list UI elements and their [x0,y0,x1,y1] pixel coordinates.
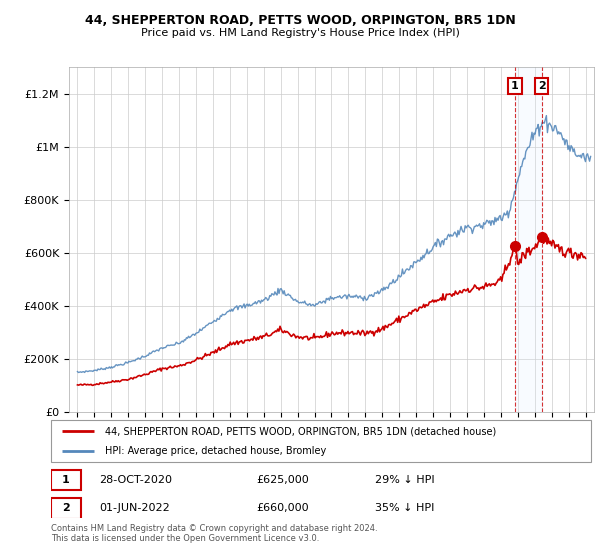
FancyBboxPatch shape [51,470,80,490]
Text: 01-JUN-2022: 01-JUN-2022 [100,503,170,514]
Text: £660,000: £660,000 [256,503,309,514]
Text: 29% ↓ HPI: 29% ↓ HPI [375,475,434,485]
Text: Contains HM Land Registry data © Crown copyright and database right 2024.
This d: Contains HM Land Registry data © Crown c… [51,524,377,543]
Text: 44, SHEPPERTON ROAD, PETTS WOOD, ORPINGTON, BR5 1DN (detached house): 44, SHEPPERTON ROAD, PETTS WOOD, ORPINGT… [105,426,496,436]
Text: 28-OCT-2020: 28-OCT-2020 [100,475,173,485]
Text: Price paid vs. HM Land Registry's House Price Index (HPI): Price paid vs. HM Land Registry's House … [140,28,460,38]
Bar [515,67,542,412]
Text: 1: 1 [511,81,519,91]
Text: 2: 2 [538,81,546,91]
Text: 44, SHEPPERTON ROAD, PETTS WOOD, ORPINGTON, BR5 1DN: 44, SHEPPERTON ROAD, PETTS WOOD, ORPINGT… [85,14,515,27]
Text: 2: 2 [62,503,70,514]
FancyBboxPatch shape [51,498,80,519]
Text: HPI: Average price, detached house, Bromley: HPI: Average price, detached house, Brom… [105,446,326,456]
Text: 35% ↓ HPI: 35% ↓ HPI [375,503,434,514]
Text: £625,000: £625,000 [256,475,309,485]
Text: 1: 1 [62,475,70,485]
FancyBboxPatch shape [51,420,591,462]
